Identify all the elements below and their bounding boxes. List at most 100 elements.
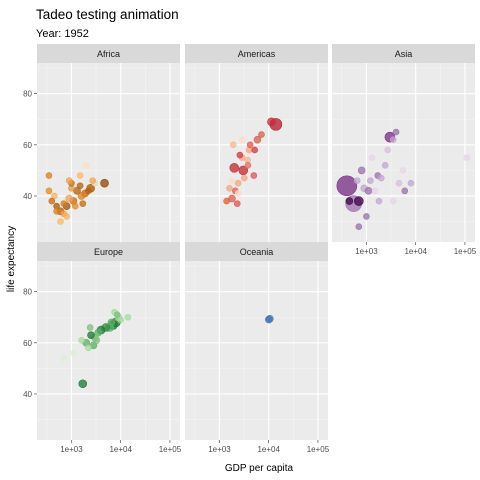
- facet-strip: [185, 44, 328, 63]
- data-point: [223, 197, 230, 205]
- data-point: [392, 128, 400, 136]
- chart-subtitle: Year: 1952: [36, 28, 89, 40]
- data-point: [238, 165, 249, 176]
- data-point: [100, 178, 109, 188]
- y-axis-title: life expectancy: [6, 226, 17, 292]
- data-point: [395, 179, 403, 187]
- data-point: [244, 161, 252, 169]
- data-point: [76, 182, 84, 190]
- data-point: [389, 197, 397, 205]
- data-point: [63, 213, 70, 220]
- facet-americas: Americas: [185, 44, 328, 242]
- data-point: [250, 172, 258, 179]
- data-point: [77, 192, 86, 200]
- data-point: [368, 154, 376, 161]
- data-point: [57, 218, 64, 225]
- data-point: [384, 146, 391, 154]
- data-point: [353, 196, 364, 206]
- y-tick-label: 40: [23, 192, 32, 201]
- data-point: [78, 379, 88, 389]
- data-point: [229, 141, 237, 149]
- facet-strip: [37, 242, 180, 261]
- data-point: [86, 324, 94, 331]
- data-point: [78, 336, 85, 344]
- data-point: [65, 177, 73, 184]
- data-point: [367, 177, 374, 184]
- data-point: [87, 331, 95, 339]
- data-point: [345, 197, 354, 205]
- y-tick-label: 80: [23, 90, 32, 99]
- data-point: [238, 136, 246, 144]
- data-point: [258, 131, 265, 138]
- data-point: [234, 190, 242, 197]
- data-point: [113, 311, 121, 319]
- x-tick-label: 1e+03: [60, 445, 83, 454]
- facet-panel-background: [37, 63, 180, 242]
- data-point: [234, 179, 242, 187]
- data-point: [401, 187, 409, 195]
- facet-oceania: Oceania 1e+03 1e+04 1e+05: [185, 242, 330, 454]
- data-point: [229, 163, 240, 173]
- data-point: [73, 187, 81, 195]
- data-point: [84, 187, 92, 195]
- data-point: [407, 179, 415, 187]
- facet-africa: Africa 40 60 80: [23, 44, 180, 242]
- x-tick-label: 1e+03: [355, 247, 378, 256]
- data-point: [251, 146, 258, 154]
- data-point: [253, 135, 262, 144]
- data-point: [107, 318, 116, 327]
- data-point: [60, 354, 68, 362]
- x-tick-label: 1e+04: [109, 445, 132, 454]
- x-tick-label: 1e+05: [307, 445, 330, 454]
- facet-panel-background: [332, 63, 475, 242]
- facet-strip: [185, 242, 328, 261]
- data-point: [124, 313, 132, 321]
- data-point: [355, 223, 363, 230]
- y-tick-label: 60: [23, 339, 32, 348]
- data-point: [45, 172, 53, 179]
- x-axis-title: GDP per capita: [225, 463, 294, 474]
- data-point: [89, 177, 96, 184]
- x-tick-label: 1e+04: [404, 247, 427, 256]
- data-point: [371, 187, 379, 195]
- facet-strip: [332, 44, 475, 63]
- data-point: [463, 154, 470, 161]
- data-point: [389, 136, 397, 144]
- facet-panel-background: [37, 261, 180, 440]
- data-point: [233, 200, 241, 207]
- data-point: [266, 314, 274, 323]
- chart-title: Tadeo testing animation: [36, 7, 179, 22]
- data-point: [377, 174, 385, 182]
- data-point: [84, 344, 92, 352]
- data-point: [353, 177, 361, 184]
- data-point: [53, 208, 60, 215]
- y-tick-label: 60: [23, 141, 32, 150]
- data-point: [92, 336, 101, 345]
- x-tick-label: 1e+03: [208, 445, 231, 454]
- facet-strip-label: Oceania: [240, 247, 274, 257]
- data-point: [381, 161, 389, 169]
- data-point: [70, 349, 77, 357]
- x-tick-label: 1e+05: [454, 247, 477, 256]
- data-point: [375, 197, 383, 205]
- data-point: [76, 172, 84, 179]
- data-point: [363, 213, 370, 220]
- data-point: [48, 197, 56, 205]
- data-point: [72, 202, 79, 210]
- x-tick-label: 1e+05: [159, 445, 182, 454]
- data-point: [226, 185, 233, 192]
- data-point: [60, 200, 68, 207]
- facet-panel-background: [185, 261, 328, 440]
- facet-europe: Europe 40 60 80 1e+03 1e+04 1e+05: [23, 242, 182, 454]
- data-point: [228, 177, 236, 184]
- y-tick-label: 80: [23, 288, 32, 297]
- facet-strip-label: Americas: [238, 49, 276, 59]
- facet-strip-label: Africa: [97, 49, 120, 59]
- facet-strip-label: Asia: [395, 49, 413, 59]
- facet-strip: [37, 44, 180, 63]
- data-point: [65, 194, 73, 203]
- data-point: [357, 166, 366, 175]
- data-point: [246, 141, 254, 149]
